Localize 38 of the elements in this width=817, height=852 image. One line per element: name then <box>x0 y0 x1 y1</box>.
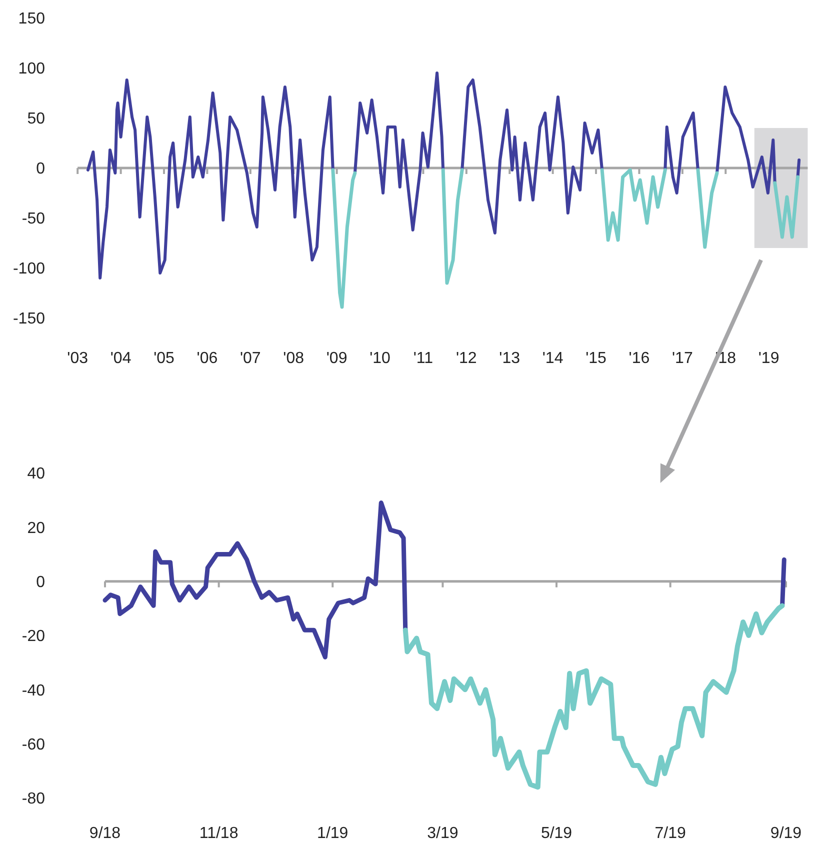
x-tick-label: '13 <box>499 350 520 367</box>
x-tick-label: '14 <box>542 350 564 367</box>
x-tick-label: '07 <box>240 350 261 367</box>
y-tick-label: -100 <box>12 260 46 278</box>
x-tick-label: '05 <box>154 350 175 367</box>
x-tick-label: '19 <box>758 350 780 367</box>
y-tick-label: 100 <box>18 60 46 78</box>
y-tick-label: -50 <box>22 210 46 228</box>
x-tick-label: '08 <box>283 350 304 367</box>
x-tick-label: 5/19 <box>540 825 572 842</box>
x-tick-label: 9/19 <box>770 825 802 842</box>
x-tick-label: 1/19 <box>317 825 348 842</box>
x-tick-label: '17 <box>672 350 693 367</box>
x-tick-label: 9/18 <box>89 825 121 842</box>
x-tick-label: '15 <box>586 350 607 367</box>
x-tick-label: '04 <box>110 350 132 367</box>
y-tick-label: -80 <box>22 790 46 808</box>
x-tick-label: '06 <box>196 350 218 367</box>
x-tick-label: 7/19 <box>654 825 686 842</box>
x-tick-label: '11 <box>413 350 434 367</box>
y-tick-label: 20 <box>27 520 46 537</box>
y-tick-label: -150 <box>12 310 46 328</box>
y-tick-label: -60 <box>22 736 46 754</box>
y-tick-label: 0 <box>36 160 46 178</box>
y-tick-label: 40 <box>27 466 46 483</box>
x-tick-label: 3/19 <box>427 825 458 842</box>
y-tick-label: -20 <box>22 628 46 646</box>
x-tick-label: '12 <box>456 350 477 367</box>
x-tick-label: 11/18 <box>199 825 238 842</box>
y-tick-label: 0 <box>36 574 46 591</box>
y-tick-label: 150 <box>18 10 46 28</box>
x-tick-label: '10 <box>370 350 391 367</box>
y-tick-label: 50 <box>27 110 46 128</box>
x-tick-label: '09 <box>326 350 348 367</box>
y-tick-label: -40 <box>22 682 46 700</box>
x-tick-label: '18 <box>715 350 736 367</box>
x-tick-label: '03 <box>67 350 88 367</box>
x-tick-label: '16 <box>628 350 650 367</box>
